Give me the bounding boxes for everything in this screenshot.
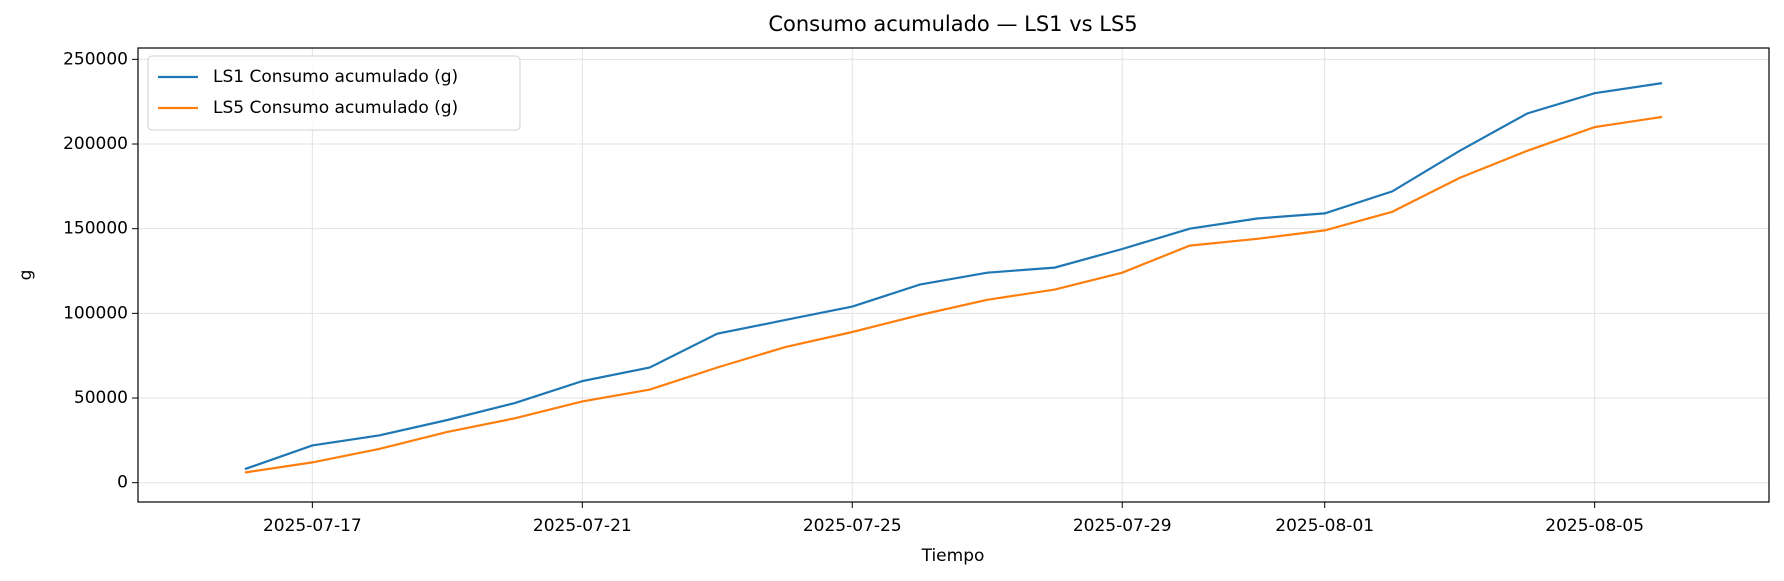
x-axis-label: Tiempo — [921, 546, 985, 566]
x-tick-label: 2025-08-01 — [1275, 516, 1374, 536]
x-tick-label: 2025-07-17 — [263, 516, 362, 536]
plot-frame — [137, 47, 1770, 503]
legend-label: LS5 Consumo acumulado (g) — [213, 98, 458, 118]
y-tick-label: 100000 — [63, 303, 128, 323]
chart-title: Consumo acumulado — LS1 vs LS5 — [768, 12, 1137, 36]
y-tick-label: 0 — [117, 473, 128, 493]
y-tick-label: 250000 — [63, 49, 128, 69]
y-axis-label: g — [16, 270, 36, 281]
x-tick-label: 2025-08-05 — [1545, 516, 1644, 536]
data-line — [244, 115, 1663, 474]
x-tick-label: 2025-07-25 — [803, 516, 902, 536]
y-tick-label: 50000 — [74, 388, 128, 408]
data-line — [244, 82, 1663, 471]
x-tick-label: 2025-07-21 — [533, 516, 632, 536]
x-tick-label: 2025-07-29 — [1073, 516, 1172, 536]
legend-label: LS1 Consumo acumulado (g) — [213, 67, 458, 87]
y-tick-label: 150000 — [63, 219, 128, 239]
y-tick-label: 200000 — [63, 134, 128, 154]
legend-box — [147, 55, 521, 131]
